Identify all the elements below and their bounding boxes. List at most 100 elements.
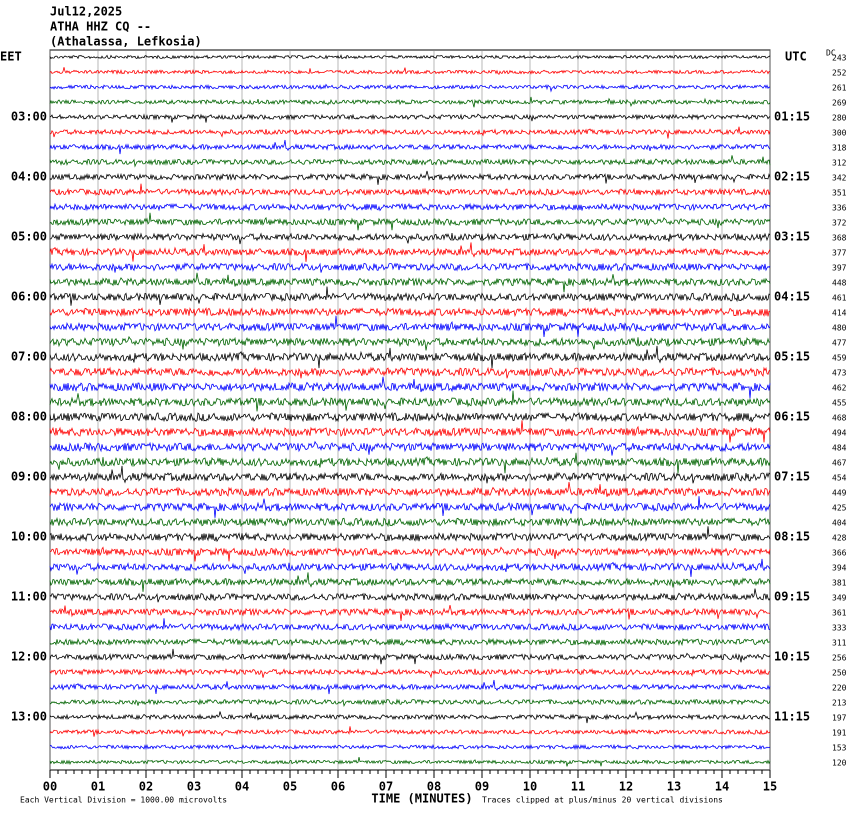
x-tick-label: 12 [619, 780, 633, 794]
trace [49, 516, 771, 528]
station: ATHA HHZ CQ -- [50, 20, 151, 34]
dc-value: 454 [832, 474, 847, 483]
trace [49, 572, 771, 592]
right-zone: UTC [785, 50, 807, 64]
left-time: 08:00 [11, 410, 47, 424]
trace [49, 482, 771, 498]
trace [49, 465, 771, 484]
trace [49, 67, 771, 75]
trace [50, 232, 771, 245]
trace [49, 698, 771, 707]
dc-value: 351 [832, 189, 847, 198]
dc-value: 336 [832, 204, 847, 213]
dc-value: 256 [832, 654, 847, 663]
dc-value: 368 [832, 234, 847, 243]
right-time: 05:15 [774, 350, 810, 364]
dc-value: 394 [832, 564, 847, 573]
trace [49, 411, 771, 423]
trace [49, 496, 771, 518]
dc-value: 280 [832, 114, 847, 123]
dc-value: 397 [832, 264, 847, 273]
dc-value: 462 [832, 384, 847, 393]
dc-value: 361 [832, 609, 847, 618]
dc-value: 311 [832, 639, 847, 648]
dc-value: 366 [832, 549, 847, 558]
dc-value: 494 [832, 429, 847, 438]
x-axis-label: TIME (MINUTES) [371, 792, 472, 806]
trace [49, 83, 771, 93]
left-time: 07:00 [11, 350, 47, 364]
dc-value: 467 [832, 459, 847, 468]
scale-note: Each Vertical Division = 1000.00 microvo… [20, 796, 227, 805]
trace [49, 272, 771, 293]
dc-value: 468 [832, 414, 847, 423]
dc-value: 333 [832, 624, 847, 633]
trace [49, 202, 771, 212]
dc-value: 455 [832, 399, 847, 408]
dc-value: 480 [832, 324, 847, 333]
dc-value: 377 [832, 249, 847, 258]
dc-value: 120 [832, 759, 847, 768]
dc-value: 300 [832, 129, 847, 138]
x-tick-label: 14 [715, 780, 729, 794]
x-tick-label: 15 [763, 780, 777, 794]
trace [49, 588, 771, 603]
left-zone: EET [0, 50, 22, 64]
dc-value: 459 [832, 354, 847, 363]
x-tick-label: 05 [283, 780, 297, 794]
trace [49, 306, 770, 318]
location: (Athalassa, Lefkosia) [50, 35, 202, 49]
dc-label: DC [826, 49, 836, 58]
right-time: 06:15 [774, 410, 810, 424]
dc-value: 250 [832, 669, 847, 678]
dc-value: 318 [832, 144, 847, 153]
x-tick-label: 00 [43, 780, 57, 794]
trace [49, 242, 771, 262]
dc-value: 428 [832, 534, 847, 543]
left-time: 04:00 [11, 170, 47, 184]
trace [49, 139, 771, 155]
date: Jul12,2025 [50, 5, 122, 19]
dc-value: 449 [832, 489, 847, 498]
trace [49, 286, 771, 306]
trace [49, 155, 771, 168]
trace [49, 315, 771, 338]
trace [49, 757, 771, 767]
dc-value: 404 [832, 519, 847, 528]
x-tick-label: 06 [331, 780, 345, 794]
left-time: 06:00 [11, 290, 47, 304]
right-time: 02:15 [774, 170, 810, 184]
dc-value: 381 [832, 579, 847, 588]
right-time: 03:15 [774, 230, 810, 244]
dc-value: 252 [832, 69, 847, 78]
dc-value: 484 [832, 444, 847, 453]
left-time: 09:00 [11, 470, 47, 484]
trace [49, 667, 771, 679]
trace [49, 440, 771, 456]
dc-value: 153 [832, 744, 847, 753]
trace [49, 113, 771, 123]
right-time: 10:15 [774, 650, 810, 664]
x-tick-label: 08 [427, 780, 441, 794]
trace [49, 345, 771, 369]
right-time: 07:15 [774, 470, 810, 484]
dc-value: 414 [832, 309, 847, 318]
trace [49, 183, 771, 197]
left-time: 13:00 [11, 710, 47, 724]
x-tick-label: 10 [523, 780, 537, 794]
trace [49, 54, 771, 60]
dc-value: 349 [832, 594, 847, 603]
trace [49, 420, 771, 443]
trace [50, 546, 771, 562]
x-tick-label: 04 [235, 780, 249, 794]
trace [49, 648, 771, 665]
left-time: 05:00 [11, 230, 47, 244]
dc-value: 213 [832, 699, 847, 708]
dc-value: 261 [832, 84, 847, 93]
trace [49, 637, 771, 647]
right-time: 11:15 [774, 710, 810, 724]
trace [49, 126, 771, 139]
trace [49, 96, 771, 108]
